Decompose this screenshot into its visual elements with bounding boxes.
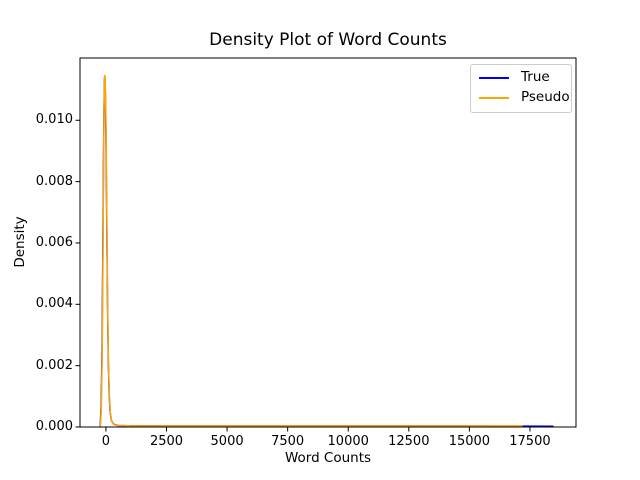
axes-spines	[79, 57, 577, 428]
x-tick-label: 10000	[327, 434, 369, 449]
y-tick-label: 0.000	[35, 419, 73, 434]
y-tick-label: 0.010	[35, 112, 73, 128]
legend-label-pseudo: Pseudo	[521, 89, 570, 105]
x-tick-label: 2500	[149, 434, 184, 449]
legend-entry-true: True	[479, 69, 564, 86]
y-tick-label: 0.008	[35, 173, 73, 189]
x-tick-label: 17500	[509, 434, 551, 449]
legend-entry-pseudo: Pseudo	[479, 89, 570, 106]
y-tick-label: 0.004	[35, 296, 73, 312]
x-tick-label: 12500	[388, 434, 430, 449]
chart-title: Density Plot of Word Counts	[209, 30, 447, 50]
legend: True Pseudo	[470, 64, 572, 113]
density-curve-pseudo	[99, 74, 523, 428]
density-curve-true	[99, 76, 554, 428]
x-axis-label: Word Counts	[284, 450, 372, 466]
y-tick-label: 0.006	[35, 234, 73, 250]
pseudo-line-swatch	[479, 96, 509, 99]
x-tick-label: 7500	[271, 434, 305, 449]
legend-label-true: True	[521, 69, 550, 85]
x-tick-label: 5000	[210, 434, 244, 449]
x-tick-label: 15000	[448, 434, 491, 449]
y-tick-label: 0.002	[35, 357, 73, 373]
true-line-swatch	[479, 76, 509, 79]
x-tick-label: 0	[101, 434, 111, 449]
